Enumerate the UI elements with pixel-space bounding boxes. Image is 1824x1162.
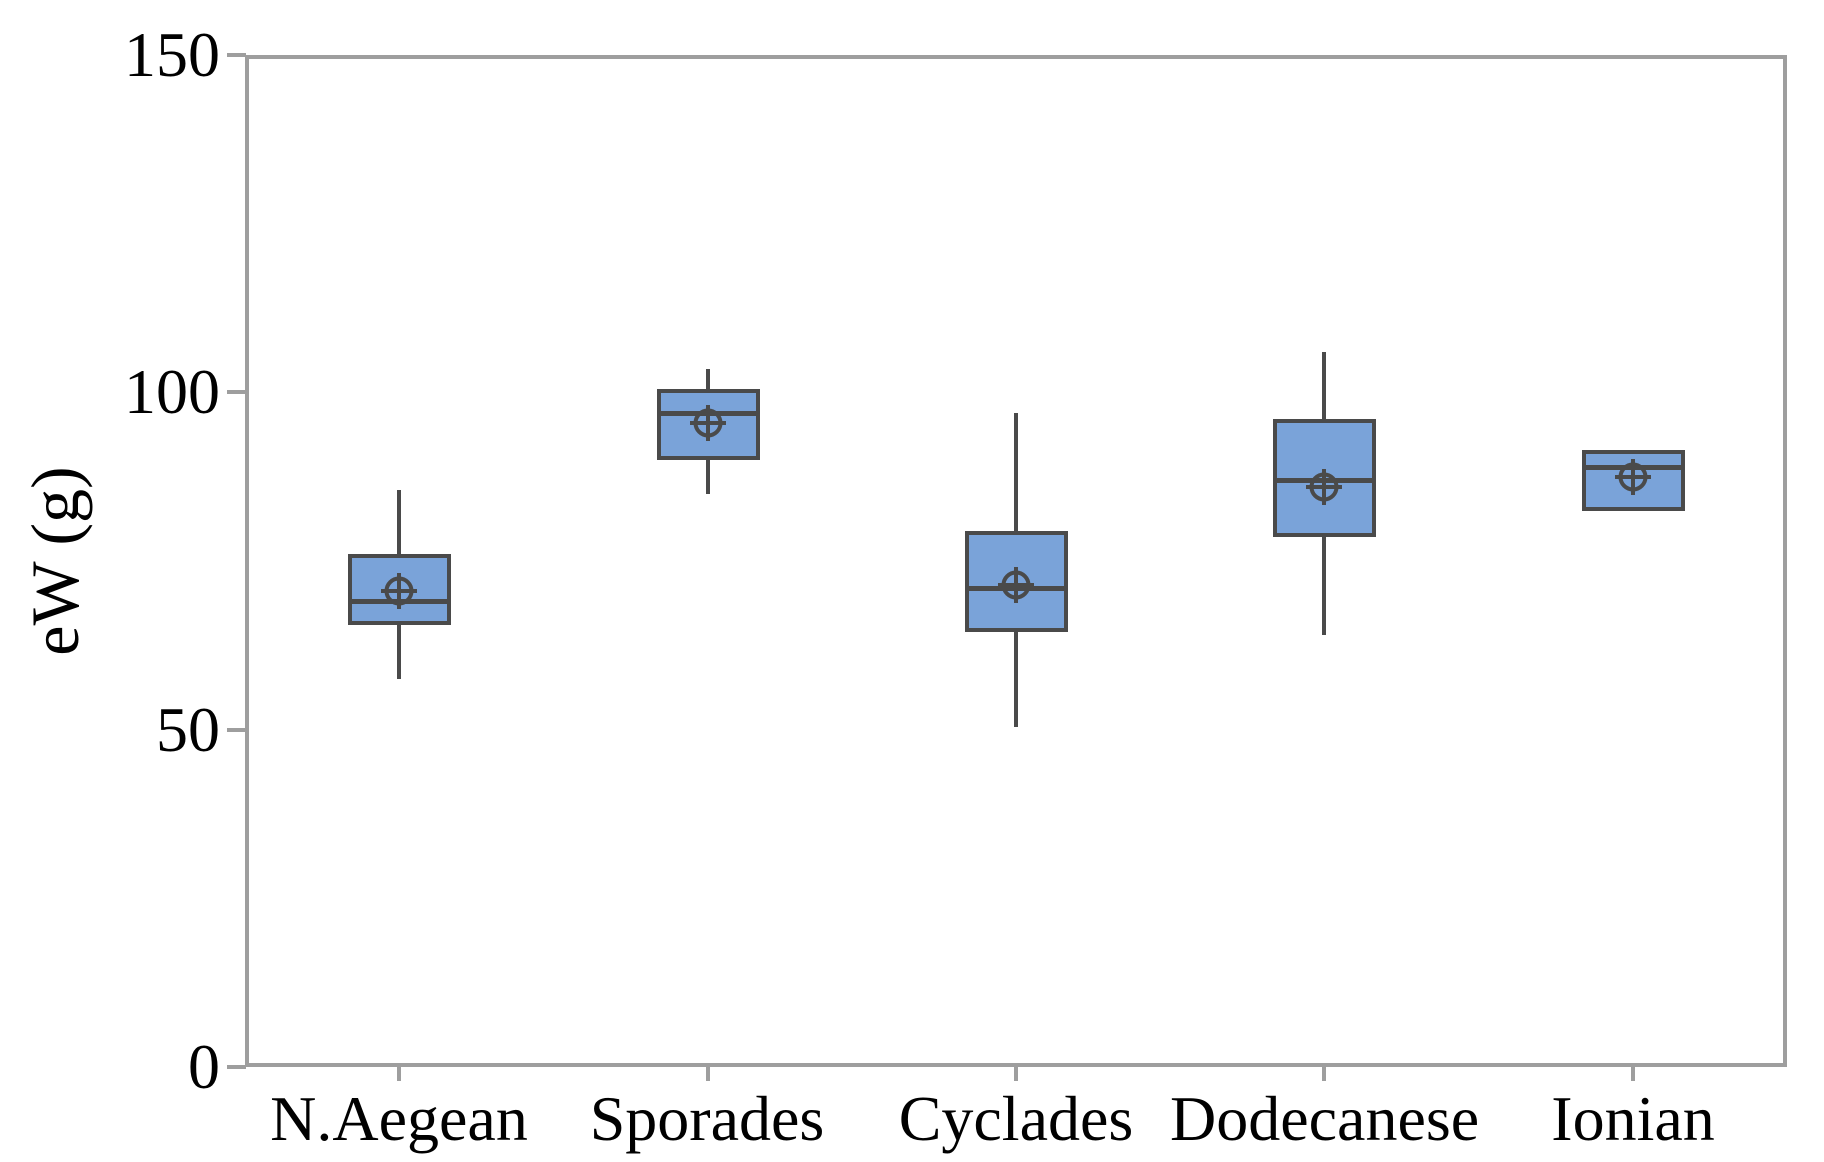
box (657, 389, 760, 460)
x-axis-label: Sporades (589, 1083, 825, 1154)
mean-marker-icon (1306, 469, 1342, 505)
x-tick (397, 1067, 401, 1081)
y-tick (227, 53, 246, 57)
y-tick-label: 100 (124, 356, 220, 427)
x-tick (1631, 1067, 1635, 1081)
x-axis-label: Ionian (1551, 1083, 1715, 1154)
plot-area (245, 55, 1787, 1067)
y-tick (227, 728, 246, 732)
y-tick (227, 390, 246, 394)
mean-marker-icon (998, 567, 1034, 603)
y-tick-label: 150 (124, 19, 220, 90)
mean-marker-icon (690, 405, 726, 441)
x-axis-label: Cyclades (898, 1083, 1134, 1154)
mean-marker-icon (1615, 459, 1651, 495)
y-tick (227, 1065, 246, 1069)
x-tick (1322, 1067, 1326, 1081)
y-tick-label: 0 (188, 1031, 220, 1102)
x-axis-label: N.Aegean (270, 1083, 528, 1154)
x-tick (706, 1067, 710, 1081)
mean-marker-icon (381, 573, 417, 609)
y-tick-label: 50 (156, 694, 220, 765)
x-tick (1014, 1067, 1018, 1081)
x-axis-label: Dodecanese (1170, 1083, 1480, 1154)
